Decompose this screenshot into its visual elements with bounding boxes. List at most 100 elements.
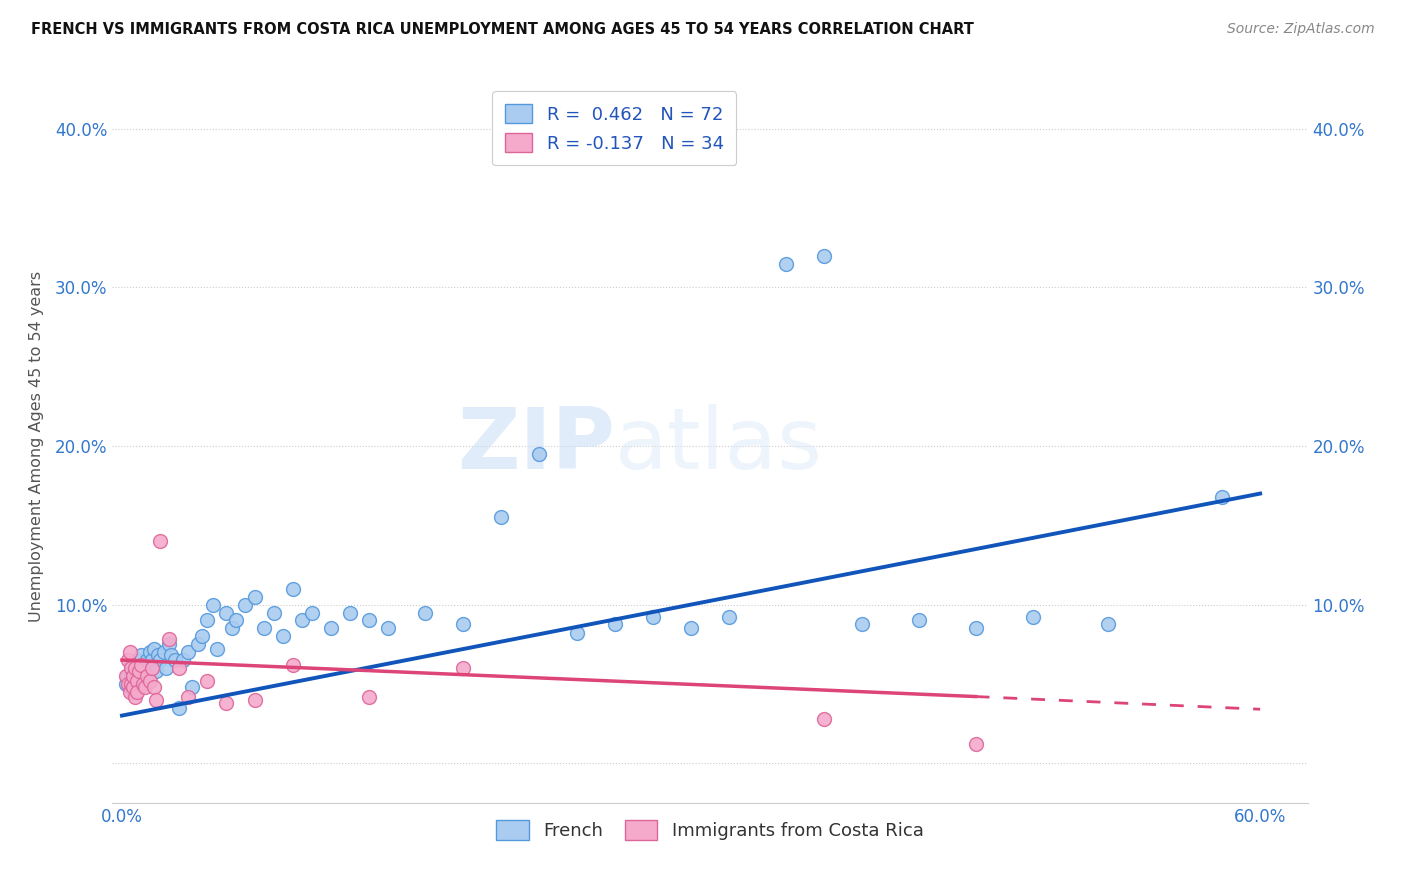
Point <box>135 669 157 683</box>
Point <box>117 669 139 683</box>
Point <box>281 657 304 672</box>
Point <box>1211 490 1233 504</box>
Point <box>124 661 146 675</box>
Point <box>117 653 139 667</box>
Point <box>567 626 589 640</box>
Point <box>127 680 149 694</box>
Point <box>122 664 145 678</box>
Point <box>491 510 513 524</box>
Point <box>145 692 167 706</box>
Point <box>605 616 627 631</box>
Point <box>141 653 163 667</box>
Point <box>146 648 169 663</box>
Point <box>225 614 247 628</box>
Point <box>152 645 174 659</box>
Point <box>118 685 141 699</box>
Point <box>167 661 190 675</box>
Point <box>195 614 218 628</box>
Point <box>643 610 665 624</box>
Point <box>1097 616 1119 631</box>
Point <box>271 629 294 643</box>
Point <box>965 621 987 635</box>
Y-axis label: Unemployment Among Ages 45 to 54 years: Unemployment Among Ages 45 to 54 years <box>30 270 44 622</box>
Point <box>157 632 180 647</box>
Point <box>377 621 399 635</box>
Point <box>253 621 276 635</box>
Point <box>122 669 145 683</box>
Point <box>681 621 703 635</box>
Point <box>149 653 172 667</box>
Point <box>139 664 162 678</box>
Text: FRENCH VS IMMIGRANTS FROM COSTA RICA UNEMPLOYMENT AMONG AGES 45 TO 54 YEARS CORR: FRENCH VS IMMIGRANTS FROM COSTA RICA UNE… <box>31 22 974 37</box>
Point <box>129 648 152 663</box>
Point <box>160 648 183 663</box>
Point <box>124 690 146 704</box>
Point <box>339 606 361 620</box>
Point <box>128 672 150 686</box>
Point <box>114 669 136 683</box>
Point <box>145 664 167 678</box>
Point <box>128 664 150 678</box>
Point <box>120 669 142 683</box>
Point <box>202 598 225 612</box>
Point <box>357 614 380 628</box>
Text: Source: ZipAtlas.com: Source: ZipAtlas.com <box>1227 22 1375 37</box>
Point <box>415 606 437 620</box>
Point <box>177 645 200 659</box>
Point <box>233 598 256 612</box>
Point <box>128 664 150 678</box>
Point <box>177 690 200 704</box>
Point <box>215 696 238 710</box>
Point <box>1021 610 1043 624</box>
Point <box>129 657 152 672</box>
Point <box>529 447 551 461</box>
Point <box>907 614 929 628</box>
Point <box>139 673 162 688</box>
Point <box>167 700 190 714</box>
Point <box>127 653 149 667</box>
Point <box>291 614 314 628</box>
Point <box>813 249 835 263</box>
Point <box>134 680 156 694</box>
Point <box>143 642 166 657</box>
Point <box>120 677 142 691</box>
Point <box>134 669 156 683</box>
Point <box>221 621 243 635</box>
Point <box>155 661 177 675</box>
Point <box>120 657 142 672</box>
Point <box>129 677 152 691</box>
Point <box>114 677 136 691</box>
Point <box>243 590 266 604</box>
Point <box>124 661 146 675</box>
Point <box>118 680 141 694</box>
Point <box>127 685 149 699</box>
Point <box>157 637 180 651</box>
Point <box>453 616 475 631</box>
Point <box>187 637 209 651</box>
Point <box>120 661 142 675</box>
Point <box>141 661 163 675</box>
Text: atlas: atlas <box>614 404 823 488</box>
Point <box>263 606 285 620</box>
Point <box>717 610 740 624</box>
Point <box>172 653 194 667</box>
Point <box>118 645 141 659</box>
Point <box>124 673 146 688</box>
Point <box>281 582 304 596</box>
Point <box>357 690 380 704</box>
Point <box>851 616 873 631</box>
Text: ZIP: ZIP <box>457 404 614 488</box>
Point <box>301 606 323 620</box>
Point <box>165 653 187 667</box>
Point <box>775 257 797 271</box>
Point <box>813 712 835 726</box>
Point <box>132 661 155 675</box>
Point <box>139 645 162 659</box>
Point <box>143 680 166 694</box>
Point <box>149 534 172 549</box>
Point <box>965 737 987 751</box>
Point <box>127 673 149 688</box>
Point <box>135 653 157 667</box>
Point <box>453 661 475 675</box>
Point <box>243 692 266 706</box>
